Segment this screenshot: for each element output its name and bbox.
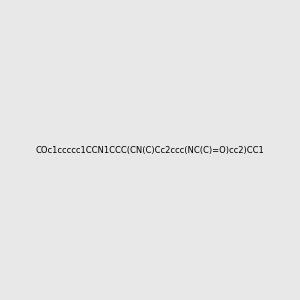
Text: COc1ccccc1CCN1CCC(CN(C)Cc2ccc(NC(C)=O)cc2)CC1: COc1ccccc1CCN1CCC(CN(C)Cc2ccc(NC(C)=O)cc… [36, 146, 264, 154]
